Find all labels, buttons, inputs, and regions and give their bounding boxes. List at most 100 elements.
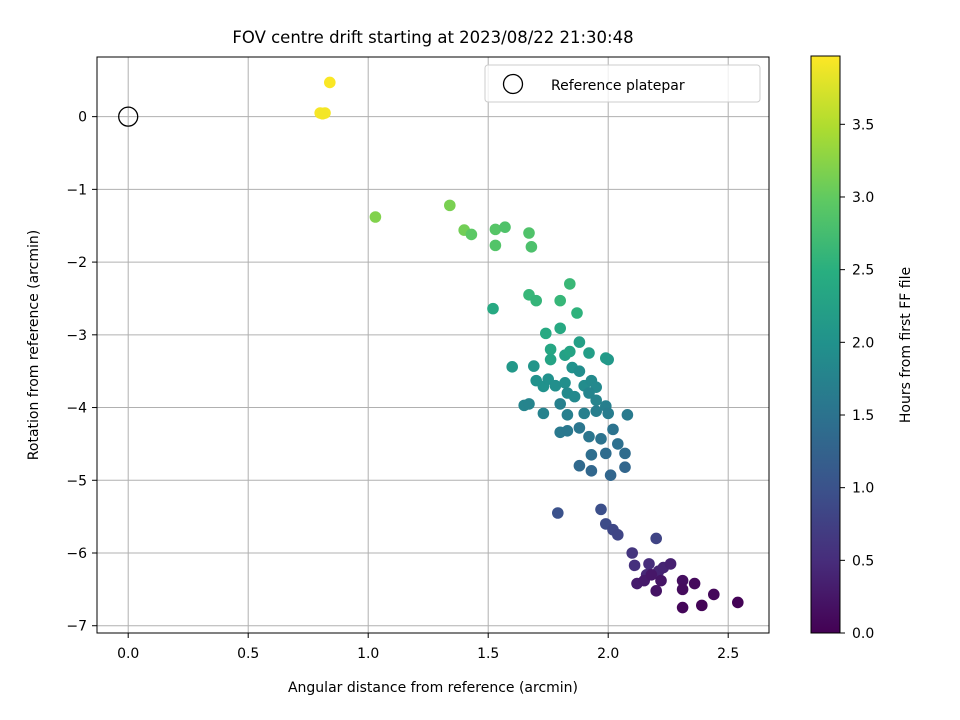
data-point	[559, 377, 571, 389]
data-point	[444, 199, 456, 212]
grid-lines	[97, 57, 769, 633]
y-tick-label: −7	[66, 619, 87, 635]
data-point	[489, 223, 502, 236]
x-tick-label: 1.0	[357, 646, 379, 662]
data-point	[696, 599, 708, 612]
colorbar-tick-label: 1.5	[852, 408, 874, 424]
chart-title: FOV centre drift starting at 2023/08/22 …	[232, 28, 633, 47]
y-tick-label: −1	[66, 182, 87, 198]
data-point	[523, 398, 535, 410]
data-point	[676, 583, 689, 596]
data-point	[525, 241, 538, 253]
data-point	[489, 239, 502, 252]
data-point	[595, 433, 607, 445]
data-point	[664, 558, 677, 570]
data-point	[571, 307, 583, 319]
data-point	[708, 588, 720, 601]
legend-entry-label: Reference platepar	[551, 78, 685, 94]
data-point	[583, 430, 595, 443]
data-point	[655, 574, 667, 587]
data-point	[554, 294, 566, 307]
data-point	[583, 387, 595, 399]
reference-platepar-marker	[118, 106, 139, 127]
data-point	[619, 461, 631, 473]
data-point	[552, 507, 564, 519]
y-tick-label: 0	[78, 110, 87, 126]
data-point	[645, 569, 658, 581]
data-point	[537, 407, 550, 420]
data-point	[499, 221, 511, 233]
data-point	[549, 379, 562, 392]
y-tick-label: −3	[66, 328, 87, 344]
data-point	[732, 596, 744, 609]
data-point	[643, 558, 655, 570]
data-point	[528, 360, 540, 372]
colorbar-label: Hours from first FF file	[898, 267, 914, 423]
data-point	[650, 532, 662, 545]
data-point	[316, 107, 329, 120]
data-point	[564, 345, 576, 358]
colorbar-tick-label: 0.5	[852, 553, 874, 569]
data-point	[590, 394, 602, 407]
data-point	[626, 547, 638, 559]
data-point	[573, 336, 586, 348]
data-point	[487, 302, 499, 315]
data-point	[602, 407, 614, 420]
data-point	[530, 294, 542, 307]
data-point	[465, 228, 478, 241]
data-points	[314, 76, 744, 614]
y-axis-label: Rotation from reference (arcmin)	[26, 230, 42, 460]
data-point	[544, 353, 557, 366]
data-point	[585, 449, 598, 461]
colorbar-tick-label: 2.5	[852, 263, 874, 279]
colorbar-tick-label: 3.0	[852, 190, 874, 206]
x-axis-label: Angular distance from reference (arcmin)	[288, 680, 578, 696]
data-point	[568, 390, 581, 403]
colorbar-tick-label: 1.0	[852, 481, 874, 497]
data-point	[369, 211, 382, 223]
data-point	[561, 409, 574, 421]
data-point	[585, 465, 598, 477]
data-point	[554, 322, 566, 335]
data-point	[573, 365, 586, 377]
data-point	[554, 398, 566, 410]
data-point	[604, 469, 617, 481]
data-point	[628, 559, 641, 572]
x-tick-label: 1.5	[477, 646, 499, 662]
data-point	[676, 601, 689, 614]
colorbar-tick-label: 3.5	[852, 117, 874, 133]
data-point	[540, 327, 552, 340]
data-point	[523, 227, 535, 239]
data-point	[600, 447, 612, 460]
y-tick-label: −2	[66, 255, 87, 271]
x-tick-label: 2.5	[717, 646, 739, 662]
data-point	[578, 407, 590, 420]
data-point	[619, 447, 631, 460]
data-point	[612, 529, 624, 541]
data-point	[573, 422, 586, 434]
data-point	[595, 503, 607, 516]
data-point	[561, 425, 574, 437]
data-point	[583, 347, 595, 359]
data-point	[564, 278, 576, 290]
data-point	[573, 459, 586, 472]
data-point	[607, 423, 619, 436]
colorbar-tick-label: 2.0	[852, 335, 874, 351]
y-tick-label: −4	[66, 401, 87, 417]
x-tick-label: 0.5	[237, 646, 259, 662]
plot-frame	[96, 56, 770, 634]
y-tick-label: −6	[66, 546, 87, 562]
data-point	[688, 577, 701, 590]
legend: Reference platepar	[484, 64, 761, 103]
data-point	[590, 405, 602, 417]
data-point	[621, 409, 634, 421]
y-tick-label: −5	[66, 473, 87, 489]
data-point	[612, 438, 624, 450]
x-tick-label: 0.0	[117, 646, 139, 662]
colorbar	[810, 55, 841, 634]
data-point	[602, 353, 614, 366]
legend-marker-icon	[502, 73, 524, 95]
colorbar-tick-label: 0.0	[852, 626, 874, 642]
legend-box	[484, 64, 761, 103]
